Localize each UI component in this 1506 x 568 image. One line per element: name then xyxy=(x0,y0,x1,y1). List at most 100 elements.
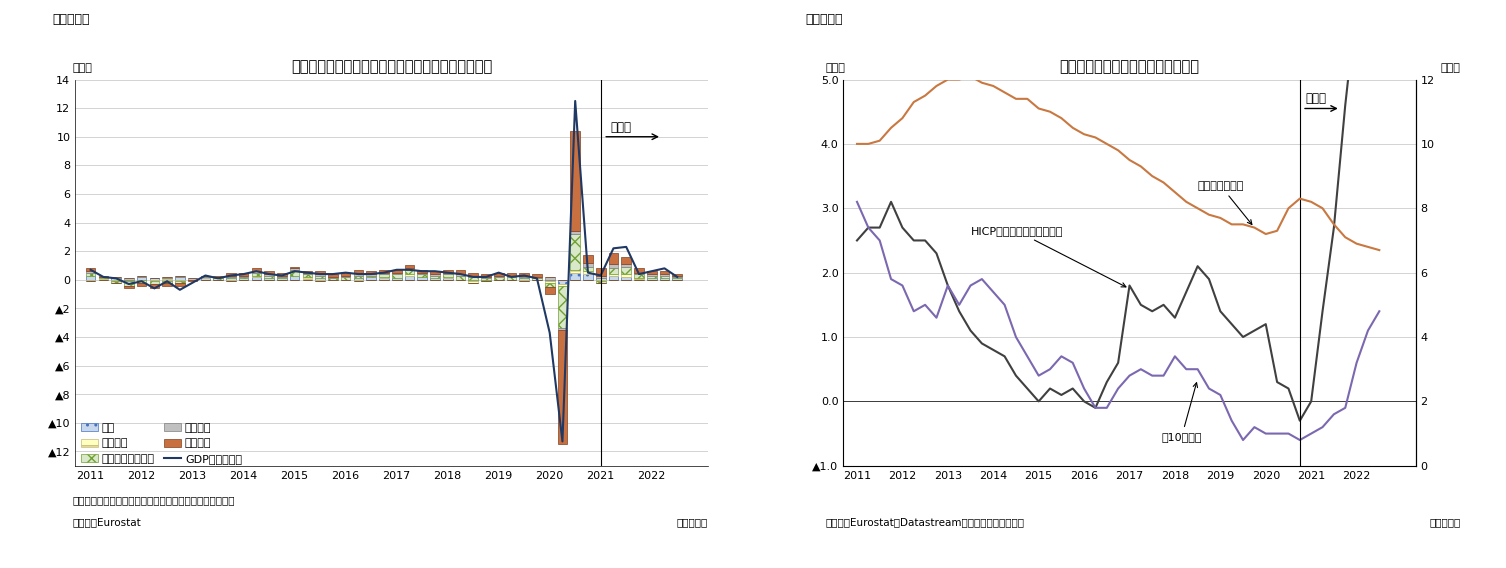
Bar xyxy=(545,280,554,281)
Bar xyxy=(392,273,402,274)
Bar xyxy=(315,275,325,278)
Bar xyxy=(123,281,134,286)
Bar xyxy=(608,274,619,275)
Bar xyxy=(277,278,286,280)
Bar xyxy=(622,264,631,267)
Bar xyxy=(175,277,185,280)
Text: （％）: （％） xyxy=(1441,63,1461,73)
Bar xyxy=(226,275,236,277)
Bar xyxy=(380,277,389,278)
Bar xyxy=(366,275,376,277)
Bar xyxy=(431,274,440,275)
Bar xyxy=(468,277,477,280)
Bar xyxy=(583,274,593,280)
Bar xyxy=(648,278,657,280)
Bar xyxy=(277,277,286,278)
Bar xyxy=(340,275,351,277)
Title: ユーロ圈の実質ＧＤＰ成長率（需要項目別寄与度）: ユーロ圈の実質ＧＤＰ成長率（需要項目別寄与度） xyxy=(291,59,492,74)
Bar xyxy=(163,278,172,280)
Bar xyxy=(239,273,248,275)
Bar xyxy=(634,268,643,273)
Bar xyxy=(608,275,619,280)
Bar xyxy=(520,278,529,280)
Bar xyxy=(608,264,619,268)
Bar xyxy=(239,275,248,277)
Bar xyxy=(557,328,568,330)
Bar xyxy=(214,275,223,277)
Bar xyxy=(506,275,517,277)
Bar xyxy=(417,277,428,280)
Bar xyxy=(264,275,274,278)
Text: 見通し: 見通し xyxy=(611,121,633,134)
Bar xyxy=(264,274,274,275)
Bar xyxy=(328,274,337,277)
Bar xyxy=(443,278,452,280)
Bar xyxy=(111,277,120,278)
Bar xyxy=(622,277,631,280)
Bar xyxy=(506,273,517,275)
Bar xyxy=(86,280,95,281)
Bar xyxy=(405,265,414,268)
Bar xyxy=(289,267,300,268)
Bar xyxy=(583,262,593,267)
Bar xyxy=(200,275,211,277)
Bar xyxy=(149,280,160,281)
Bar xyxy=(520,277,529,278)
Bar xyxy=(545,283,554,287)
Bar xyxy=(532,274,542,277)
Bar xyxy=(264,278,274,280)
Text: 独10年金利: 独10年金利 xyxy=(1161,383,1202,442)
Bar xyxy=(392,270,402,273)
Bar xyxy=(277,275,286,277)
Bar xyxy=(672,277,682,278)
Bar xyxy=(583,256,593,262)
Bar xyxy=(480,278,491,280)
Bar xyxy=(480,274,491,277)
Bar xyxy=(456,274,465,275)
Bar xyxy=(380,274,389,277)
Bar xyxy=(506,277,517,280)
Bar xyxy=(571,273,580,280)
Bar xyxy=(137,275,146,277)
Bar xyxy=(98,275,108,277)
Bar xyxy=(672,275,682,277)
Bar xyxy=(226,278,236,280)
Bar xyxy=(443,277,452,278)
Bar xyxy=(137,283,146,286)
Bar xyxy=(405,275,414,280)
Text: HICP上昇率（前年同期比）: HICP上昇率（前年同期比） xyxy=(970,226,1126,287)
Bar xyxy=(200,278,211,280)
Bar xyxy=(431,271,440,274)
Bar xyxy=(648,274,657,275)
Bar xyxy=(175,283,185,286)
Bar xyxy=(571,234,580,270)
Bar xyxy=(596,278,605,280)
Bar xyxy=(200,277,211,278)
Bar xyxy=(175,275,185,277)
Bar xyxy=(303,277,312,280)
Bar xyxy=(163,283,172,286)
Bar xyxy=(405,270,414,274)
Bar xyxy=(494,277,503,280)
Bar xyxy=(315,274,325,275)
Bar xyxy=(239,277,248,278)
Bar xyxy=(86,275,95,280)
Bar xyxy=(98,278,108,280)
Text: （図表１）: （図表１） xyxy=(53,12,90,26)
Bar xyxy=(354,270,363,273)
Bar xyxy=(123,280,134,281)
Bar xyxy=(596,281,605,283)
Bar xyxy=(239,278,248,280)
Bar xyxy=(315,271,325,274)
Bar xyxy=(520,280,529,281)
Bar xyxy=(468,281,477,283)
Bar xyxy=(98,277,108,278)
Bar xyxy=(571,231,580,234)
Bar xyxy=(163,281,172,283)
Bar xyxy=(111,281,120,283)
Title: ユーロ圈のインフレ・失業率見通し: ユーロ圈のインフレ・失業率見通し xyxy=(1060,59,1199,74)
Bar xyxy=(494,275,503,277)
Bar xyxy=(634,273,643,274)
Bar xyxy=(443,274,452,277)
Bar xyxy=(303,271,312,273)
